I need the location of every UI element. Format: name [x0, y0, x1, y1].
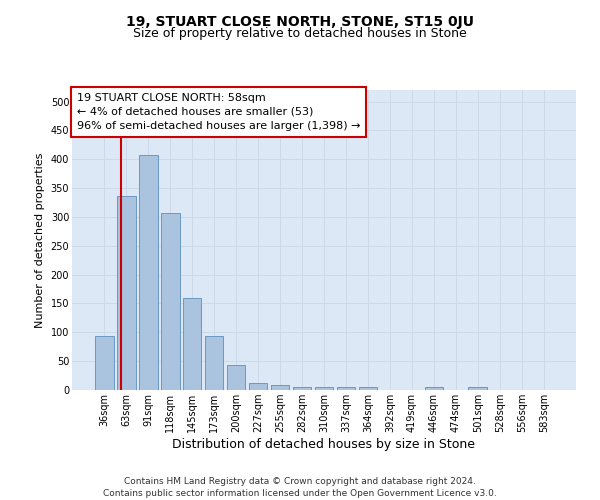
Bar	[205, 336, 223, 390]
Bar	[227, 365, 245, 390]
Bar	[95, 336, 113, 390]
Text: Size of property relative to detached houses in Stone: Size of property relative to detached ho…	[133, 28, 467, 40]
Bar	[271, 385, 289, 390]
Bar	[469, 387, 487, 390]
Bar	[117, 196, 136, 390]
Bar	[139, 154, 158, 390]
Text: Contains HM Land Registry data © Crown copyright and database right 2024.
Contai: Contains HM Land Registry data © Crown c…	[103, 476, 497, 498]
Bar	[425, 387, 443, 390]
Bar	[359, 387, 377, 390]
Bar	[249, 382, 268, 390]
Text: 19, STUART CLOSE NORTH, STONE, ST15 0JU: 19, STUART CLOSE NORTH, STONE, ST15 0JU	[126, 15, 474, 29]
X-axis label: Distribution of detached houses by size in Stone: Distribution of detached houses by size …	[173, 438, 476, 451]
Bar	[183, 298, 202, 390]
Bar	[293, 386, 311, 390]
Bar	[161, 213, 179, 390]
Text: 19 STUART CLOSE NORTH: 58sqm
← 4% of detached houses are smaller (53)
96% of sem: 19 STUART CLOSE NORTH: 58sqm ← 4% of det…	[77, 93, 361, 131]
Bar	[314, 387, 334, 390]
Y-axis label: Number of detached properties: Number of detached properties	[35, 152, 45, 328]
Bar	[337, 387, 355, 390]
